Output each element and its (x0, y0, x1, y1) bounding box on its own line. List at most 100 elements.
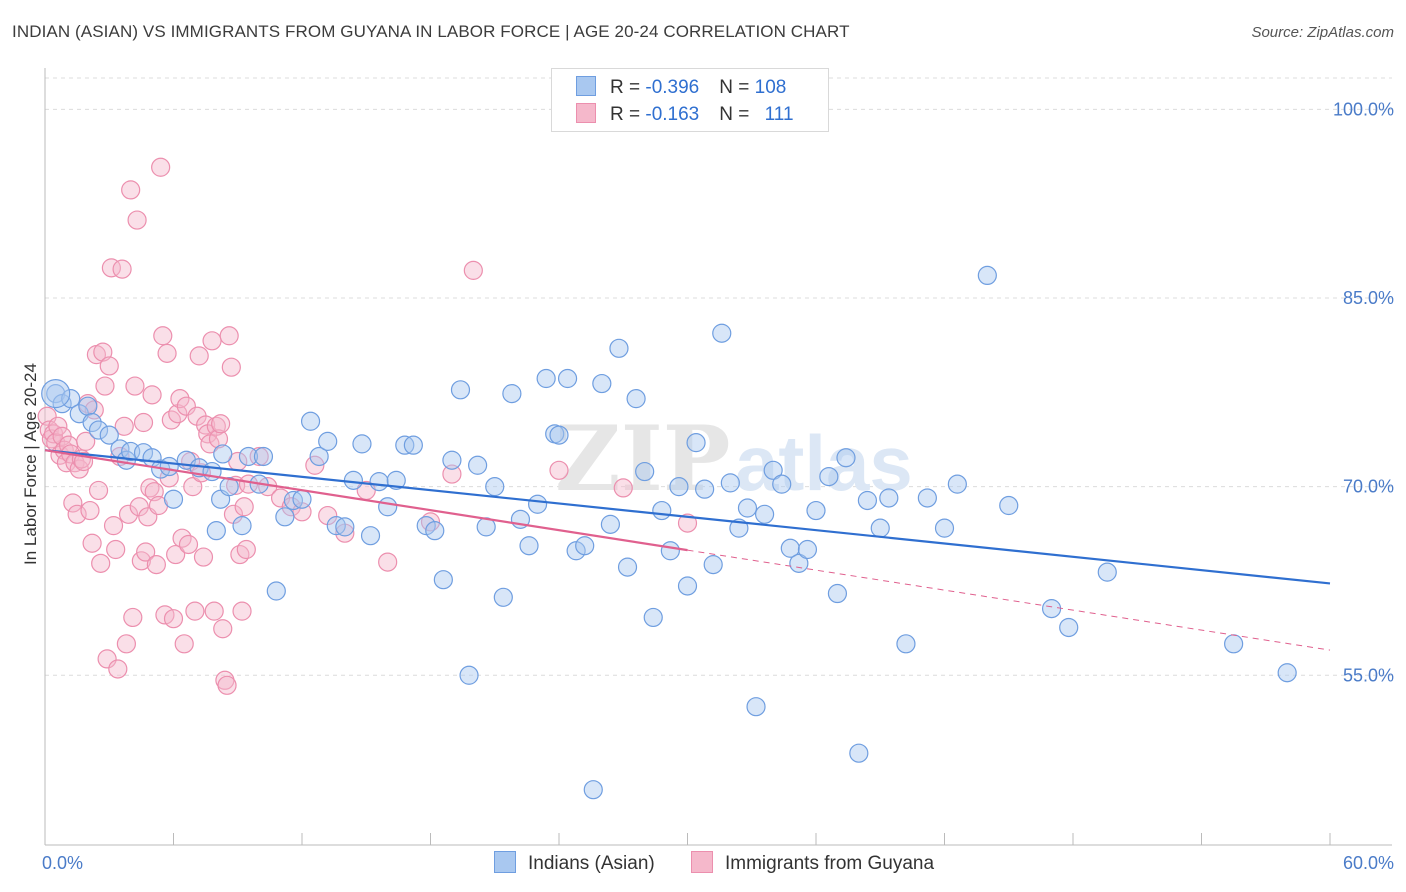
series-pink (37, 157, 698, 695)
guyana-point-73 (193, 547, 214, 567)
indian-point-76 (686, 433, 706, 453)
indian-point-75 (677, 576, 698, 596)
y-tick-label-0: 100.0% (1333, 99, 1394, 119)
guyana-point-64 (174, 634, 194, 654)
indian-point-31 (300, 411, 321, 431)
y-tick-label-2: 70.0% (1343, 477, 1394, 497)
indian-point-80 (720, 473, 740, 493)
legend-row-blue: R = -0.396 N = 108 (576, 76, 786, 99)
guyana-point-69 (185, 601, 205, 621)
indian-point-21 (219, 477, 239, 497)
guyana-point-84 (217, 675, 237, 695)
indian-point-54 (502, 384, 522, 404)
guyana-point-62 (170, 389, 190, 409)
indian-point-41 (386, 470, 406, 490)
indian-point-50 (468, 455, 488, 475)
guyana-point-59 (163, 609, 184, 629)
axes (44, 68, 1392, 846)
legend-r-label-2: R = (610, 104, 646, 125)
indian-point-38 (360, 526, 381, 546)
trend-line-indian (44, 449, 1331, 585)
chart-title: INDIAN (ASIAN) VS IMMIGRANTS FROM GUYANA… (12, 22, 850, 41)
y-tick-label-3: 55.0% (1343, 665, 1394, 685)
legend-r-label-1: R = (610, 77, 646, 98)
guyana-point-107 (463, 260, 483, 280)
guyana-point-44 (131, 551, 151, 571)
guyana-point-93 (236, 539, 256, 560)
guyana-point-78 (204, 601, 224, 621)
guyana-point-53 (151, 157, 171, 177)
bottom-legend-pink: Immigrants from Guyana (691, 851, 934, 875)
stats-legend: R = -0.396 N = 108 R = -0.163 N = 111 (551, 68, 829, 132)
legend-row-pink: R = -0.163 N = 111 (576, 103, 794, 126)
guyana-point-108 (549, 460, 569, 480)
guyana-point-46 (136, 542, 156, 562)
guyana-point-31 (103, 516, 124, 536)
y-tick-label-1: 85.0% (1343, 288, 1394, 308)
indian-point-93 (836, 448, 856, 468)
guyana-point-0 (37, 406, 57, 426)
guyana-point-65 (176, 396, 196, 416)
indian-point-45 (425, 521, 445, 541)
legend-r-value-2: -0.163 (645, 104, 700, 125)
chart-source: Source: ZipAtlas.com (1251, 24, 1394, 41)
guyana-point-24 (88, 480, 109, 501)
guyana-point-110 (677, 513, 698, 533)
bottom-legend-label-blue: Indians (Asian) (528, 853, 655, 874)
guyana-point-95 (249, 446, 269, 467)
guyana-point-85 (219, 326, 239, 346)
bottom-legend-blue: Indians (Asian) (494, 851, 655, 875)
indian-point-83 (746, 697, 766, 717)
indian-point-71 (643, 607, 663, 628)
indian-point-92 (827, 583, 848, 604)
guyana-point-66 (178, 534, 199, 555)
guyana-point-41 (125, 376, 145, 396)
indian-point-98 (896, 634, 916, 654)
guyana-point-68 (183, 477, 203, 497)
guyana-point-35 (112, 259, 132, 279)
indian-point-84 (754, 504, 775, 524)
indian-point-74 (669, 477, 689, 497)
indian-point-39 (369, 472, 389, 492)
x-tick-label-1: 60.0% (1343, 853, 1394, 873)
indian-point-105 (1059, 617, 1079, 638)
guyana-point-81 (211, 414, 231, 434)
indian-point-79 (712, 323, 732, 343)
indian-point-64 (583, 780, 603, 800)
indian-point-36 (343, 470, 363, 490)
guyana-point-56 (157, 343, 177, 363)
indian-point-56 (519, 536, 539, 556)
series-blue (41, 265, 1297, 800)
indian-point-19 (206, 521, 226, 541)
indian-cluster-point (41, 379, 71, 409)
legend-n-value-2: 111 (764, 104, 794, 125)
indian-point-4 (78, 396, 98, 416)
watermark-atlas: atlas (735, 419, 913, 507)
indian-point-68 (617, 557, 638, 577)
guyana-point-25 (91, 553, 111, 573)
guyana-point-20 (80, 500, 100, 521)
x-tick-labels: 0.0% 60.0% (42, 853, 1394, 873)
indian-point-7 (99, 425, 119, 445)
indian-point-99 (917, 488, 937, 508)
indian-point-91 (819, 466, 839, 487)
indian-point-58 (536, 368, 556, 389)
legend-swatch-blue (576, 76, 596, 96)
guyana-point-27 (95, 376, 115, 396)
indian-point-67 (609, 338, 629, 358)
indian-point-89 (797, 539, 818, 560)
guyana-point-106 (442, 464, 462, 484)
indian-point-23 (232, 516, 252, 536)
indian-point-60 (549, 425, 569, 445)
guyana-point-14 (67, 504, 87, 524)
indian-point-47 (442, 450, 462, 470)
indian-point-107 (1224, 634, 1244, 654)
guyana-point-82 (213, 619, 233, 639)
indian-point-14 (159, 456, 179, 477)
indian-point-32 (309, 446, 329, 467)
indian-point-6 (88, 420, 109, 440)
indian-point-46 (433, 570, 453, 590)
indian-point-30 (292, 489, 312, 509)
indian-point-97 (879, 488, 899, 508)
